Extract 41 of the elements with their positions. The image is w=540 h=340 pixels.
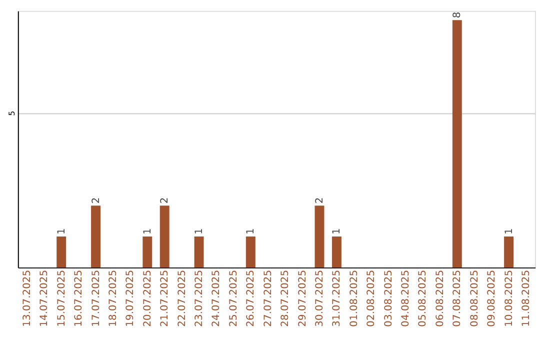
y-tick-label: 5: [7, 110, 16, 116]
data-label: 1: [332, 228, 343, 235]
x-tick-label: 01.08.2025: [348, 270, 360, 327]
x-tick-label: 22.07.2025: [176, 270, 188, 327]
x-tick-label: 11.08.2025: [520, 270, 532, 327]
x-tick-label: 27.07.2025: [262, 270, 274, 327]
x-tick-label: 26.07.2025: [246, 270, 257, 327]
data-label: 1: [504, 228, 515, 235]
x-tick-label: 09.08.2025: [486, 270, 498, 327]
x-tick-label: 03.08.2025: [383, 270, 394, 327]
x-tick-label: 20.07.2025: [142, 270, 154, 327]
x-tick-label: 06.08.2025: [434, 270, 446, 327]
data-label: 1: [246, 228, 257, 235]
data-label: 2: [160, 197, 171, 204]
x-tick-label: 07.08.2025: [452, 270, 464, 327]
data-label: 8: [452, 12, 464, 18]
x-tick-label: 10.08.2025: [504, 270, 515, 327]
data-label: 2: [90, 197, 102, 204]
x-tick-label: 21.07.2025: [160, 270, 171, 327]
x-tick-label: 16.07.2025: [74, 270, 85, 327]
data-label: 2: [314, 197, 326, 204]
data-label: 1: [142, 228, 154, 235]
x-tick-label: 30.07.2025: [314, 270, 326, 327]
data-label: 1: [194, 228, 206, 235]
x-tick-label: 04.08.2025: [400, 270, 412, 327]
x-tick-label: 25.07.2025: [228, 270, 240, 327]
x-tick-label: 15.07.2025: [56, 270, 68, 327]
x-tick-label: 17.07.2025: [90, 270, 102, 327]
x-tick-label: 28.07.2025: [280, 270, 292, 327]
x-tick-label: 24.07.2025: [211, 270, 222, 327]
x-tick-label: 19.07.2025: [125, 270, 136, 327]
data-label: 1: [56, 228, 68, 235]
x-tick-label: 23.07.2025: [194, 270, 206, 327]
x-tick-label: 13.07.2025: [22, 270, 33, 327]
x-tick-label: 29.07.2025: [297, 270, 308, 327]
x-tick-label: 08.08.2025: [469, 270, 480, 327]
x-tick-label: 05.08.2025: [418, 270, 429, 327]
x-tick-label: 18.07.2025: [108, 270, 119, 327]
x-tick-label: 02.08.2025: [366, 270, 378, 327]
x-tick-label: 31.07.2025: [332, 270, 343, 327]
x-tick-label: 14.07.2025: [39, 270, 50, 327]
